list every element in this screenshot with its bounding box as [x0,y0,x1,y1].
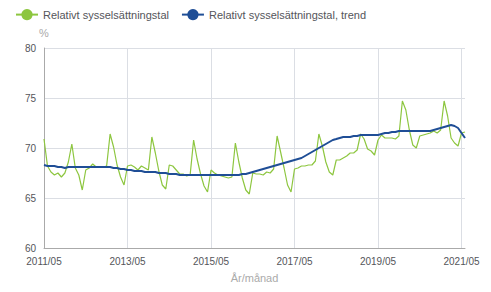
svg-text:75: 75 [25,93,37,104]
svg-text:Relativt sysselsättningstal, t: Relativt sysselsättningstal, trend [209,9,366,21]
svg-text:60: 60 [25,243,37,254]
svg-text:2011/05: 2011/05 [26,256,62,267]
svg-text:65: 65 [25,193,37,204]
svg-text:2017/05: 2017/05 [276,256,313,267]
svg-text:2013/05: 2013/05 [109,256,146,267]
svg-text:Relativt sysselsättningstal: Relativt sysselsättningstal [43,9,169,21]
svg-text:80: 80 [25,43,37,54]
svg-text:År/månad: År/månad [231,272,279,284]
svg-text:2021/05: 2021/05 [443,256,480,267]
svg-text:%: % [39,27,49,39]
svg-text:2019/05: 2019/05 [360,256,397,267]
svg-text:2015/05: 2015/05 [193,256,230,267]
svg-text:70: 70 [25,143,37,154]
